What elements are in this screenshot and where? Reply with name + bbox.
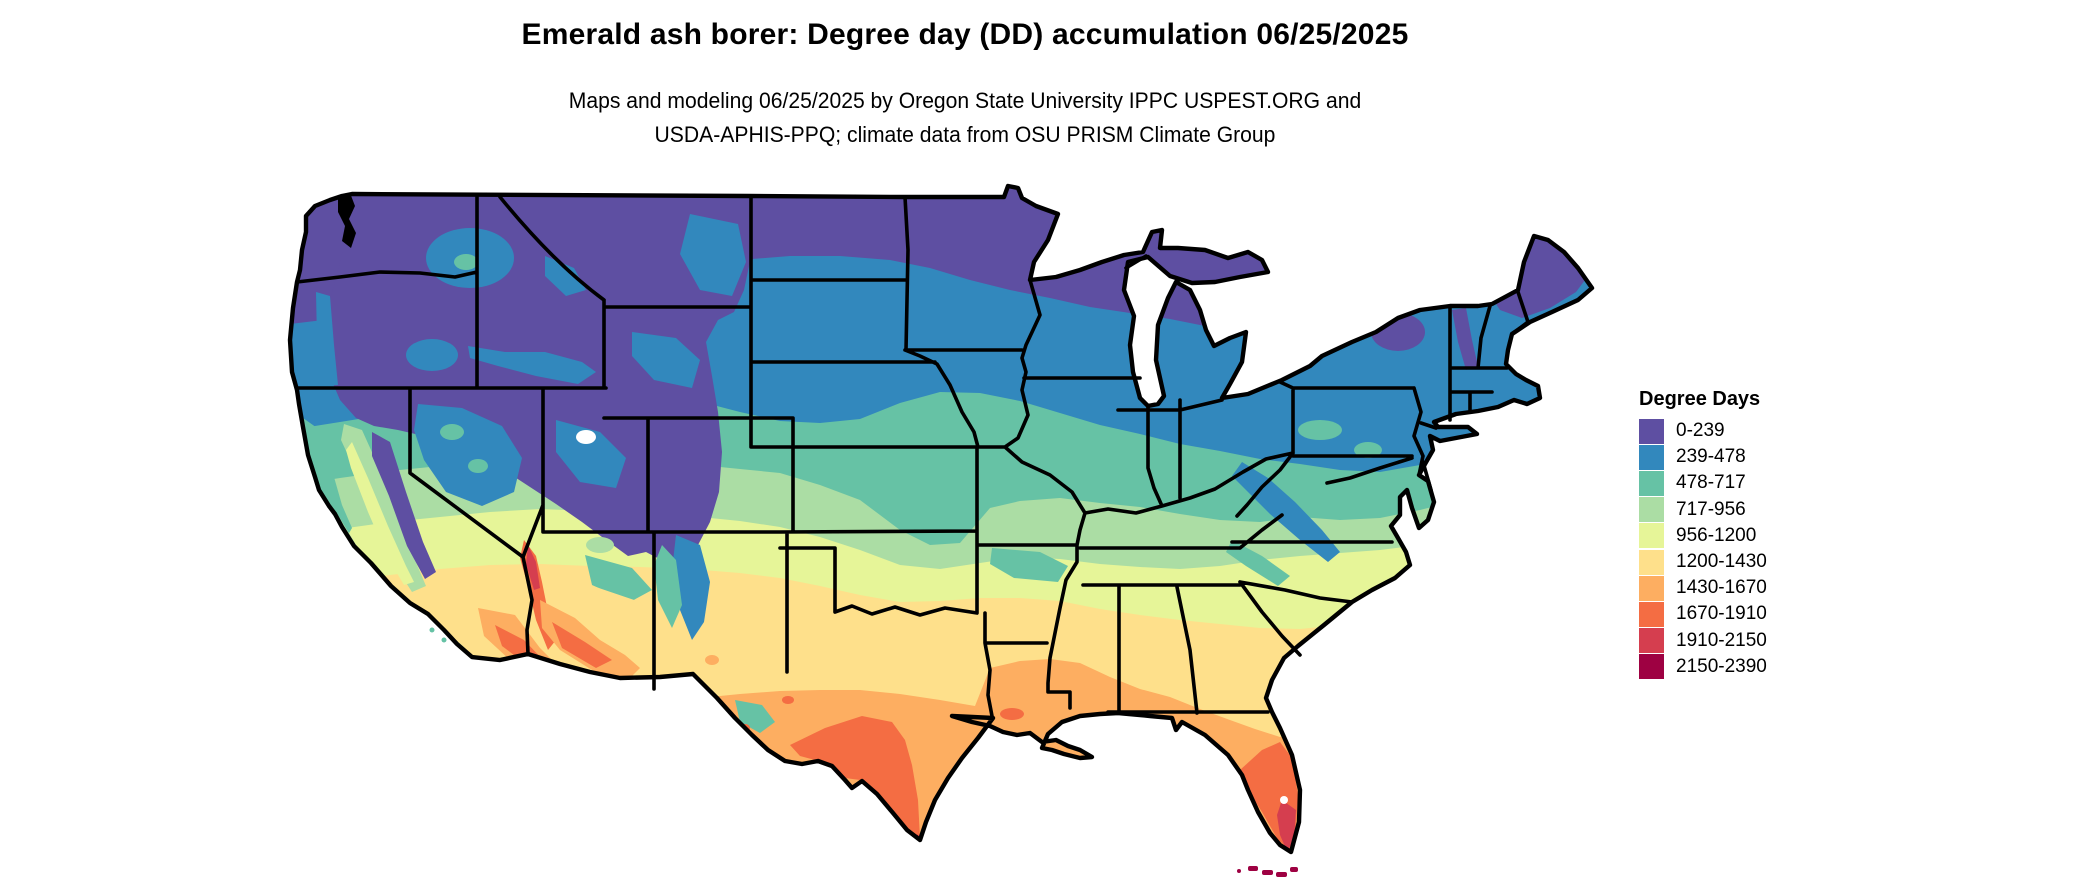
legend-swatch bbox=[1639, 444, 1664, 470]
legend-row: 239-478 bbox=[1639, 444, 1767, 470]
state-borders bbox=[295, 195, 1530, 718]
legend-row: 478-717 bbox=[1639, 470, 1767, 496]
degree-day-raster bbox=[290, 186, 1592, 852]
subtitle-line-2: USDA-APHIS-PPQ; climate data from OSU PR… bbox=[654, 122, 1276, 147]
channel-islands bbox=[429, 627, 435, 633]
legend-label: 717-956 bbox=[1676, 498, 1746, 520]
puget-sound bbox=[338, 193, 356, 248]
legend-label: 1910-2150 bbox=[1676, 629, 1767, 651]
legend-label: 1200-1430 bbox=[1676, 551, 1767, 573]
legend-row: 0-239 bbox=[1639, 418, 1767, 444]
florida-keys bbox=[1237, 866, 1298, 877]
legend-label: 1430-1670 bbox=[1676, 577, 1767, 599]
legend-swatch bbox=[1639, 628, 1664, 654]
legend-swatch bbox=[1639, 418, 1664, 444]
us-outline bbox=[287, 183, 1595, 855]
legend-label: 0-239 bbox=[1676, 420, 1725, 442]
legend-rows: 0-239 239-478 478-717 717-956 956-1200 1200-1… bbox=[1639, 418, 1767, 680]
legend-label: 2150-2390 bbox=[1676, 655, 1767, 677]
legend-swatch bbox=[1639, 523, 1664, 549]
legend-row: 1910-2150 bbox=[1639, 628, 1767, 654]
legend: Degree Days 0-239 239-478 478-717 717-956 95… bbox=[1639, 388, 1767, 680]
legend-row: 2150-2390 bbox=[1639, 654, 1767, 680]
legend-title: Degree Days bbox=[1639, 388, 1761, 410]
legend-swatch bbox=[1639, 497, 1664, 523]
legend-swatch bbox=[1639, 575, 1664, 601]
legend-swatch bbox=[1639, 601, 1664, 627]
subtitle-line-1: Maps and modeling 06/25/2025 by Oregon S… bbox=[568, 88, 1362, 113]
legend-row: 1200-1430 bbox=[1639, 549, 1767, 575]
great-salt-lake bbox=[576, 430, 596, 444]
legend-label: 1670-1910 bbox=[1676, 603, 1767, 625]
legend-label: 239-478 bbox=[1676, 446, 1746, 468]
legend-swatch bbox=[1639, 549, 1664, 575]
lake-okeechobee bbox=[1280, 796, 1288, 804]
legend-swatch bbox=[1639, 470, 1664, 496]
map-subtitle: Maps and modeling 06/25/2025 by Oregon S… bbox=[39, 84, 1892, 152]
legend-row: 1430-1670 bbox=[1639, 575, 1767, 601]
map-title: Emerald ash borer: Degree day (DD) accum… bbox=[521, 18, 1409, 51]
legend-label: 478-717 bbox=[1676, 472, 1746, 494]
legend-row: 1670-1910 bbox=[1639, 601, 1767, 627]
legend-row: 717-956 bbox=[1639, 497, 1767, 523]
legend-row: 956-1200 bbox=[1639, 523, 1767, 549]
legend-swatch bbox=[1639, 654, 1664, 680]
legend-label: 956-1200 bbox=[1676, 524, 1757, 546]
